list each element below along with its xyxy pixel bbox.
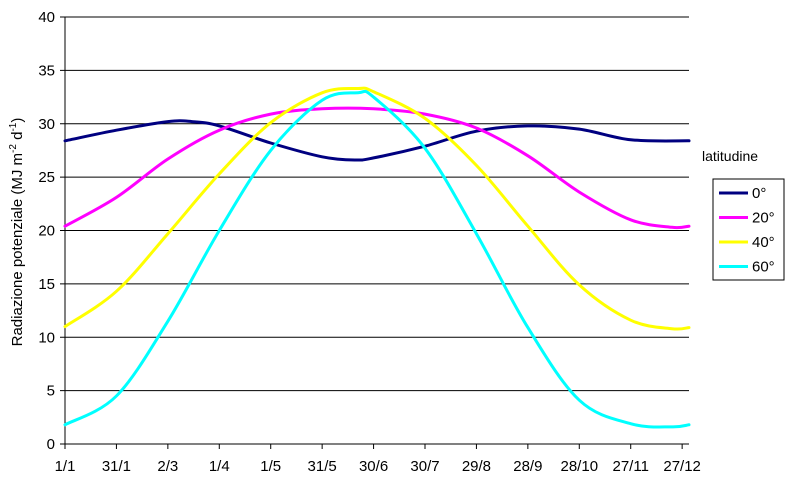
x-tick-label: 1/5 bbox=[260, 458, 281, 475]
x-tick-label: 28/10 bbox=[561, 458, 599, 475]
x-tick-label: 1/1 bbox=[55, 458, 76, 475]
y-tick-label: 0 bbox=[47, 436, 55, 453]
y-tick-label: 10 bbox=[38, 329, 55, 346]
y-axis-label: Radiazione potenziale (MJ m-2 d-1) bbox=[8, 118, 26, 347]
series-line-3 bbox=[63, 89, 691, 429]
legend-box bbox=[712, 178, 785, 281]
legend-label-0: 0° bbox=[752, 185, 766, 202]
y-tick-label: 35 bbox=[38, 62, 55, 79]
x-tick-label: 30/6 bbox=[359, 458, 388, 475]
series-lines bbox=[63, 86, 691, 429]
y-tick-label: 40 bbox=[38, 9, 55, 26]
x-tick-label: 1/4 bbox=[209, 458, 230, 475]
x-tick-label: 31/1 bbox=[102, 458, 131, 475]
x-tick-labels: 1/1 31/1 2/3 1/4 1/5 31/5 30/6 30/7 29/8 28/9 28/1… bbox=[55, 458, 701, 475]
x-tick-label: 28/9 bbox=[513, 458, 542, 475]
y-tick-label: 30 bbox=[38, 116, 55, 133]
x-tick-label: 30/7 bbox=[410, 458, 439, 475]
legend-label-3: 60° bbox=[752, 259, 775, 276]
y-tick-label: 25 bbox=[38, 169, 55, 186]
legend-label-2: 40° bbox=[752, 234, 775, 251]
legend-title: latitudine bbox=[702, 148, 758, 164]
x-tick-label: 31/5 bbox=[308, 458, 337, 475]
x-tick-label: 2/3 bbox=[157, 458, 178, 475]
y-tick-label: 15 bbox=[38, 276, 55, 293]
y-tick-label: 20 bbox=[38, 223, 55, 240]
legend: 0° 20° 40° 60° bbox=[712, 178, 785, 281]
axes bbox=[60, 16, 689, 449]
y-tick-labels: 0 5 10 15 20 25 30 35 40 bbox=[38, 9, 55, 453]
series-line-1 bbox=[63, 106, 691, 230]
series-line-2 bbox=[63, 86, 691, 331]
legend-label-1: 20° bbox=[752, 210, 775, 227]
x-tick-label: 27/12 bbox=[663, 458, 701, 475]
y-tick-label: 5 bbox=[47, 383, 55, 400]
x-tick-label: 27/11 bbox=[612, 458, 648, 475]
x-tick-label: 29/8 bbox=[462, 458, 491, 475]
series-line-0 bbox=[63, 119, 691, 162]
